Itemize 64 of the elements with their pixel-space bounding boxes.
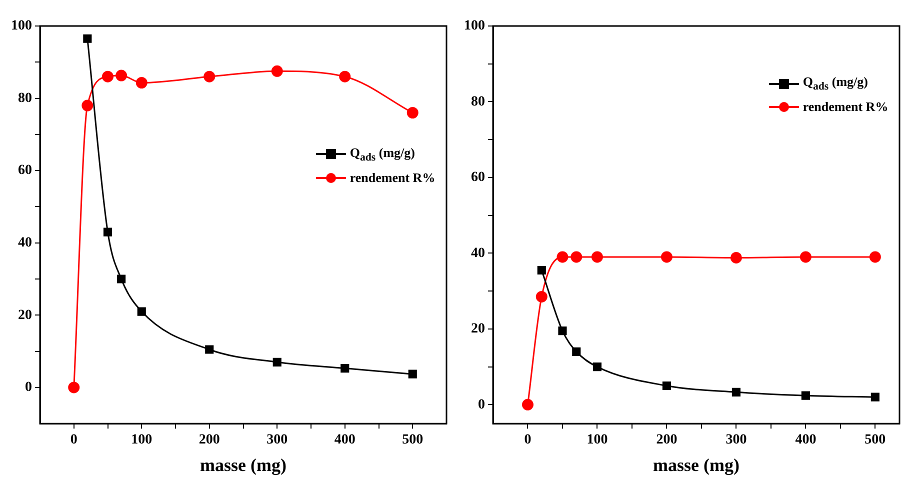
- x-tick-label: 0: [70, 432, 78, 448]
- x-tick-label: 100: [131, 432, 152, 448]
- point: [103, 228, 112, 236]
- y-tick-label: 100: [11, 18, 32, 34]
- point: [408, 370, 417, 378]
- legend-label: Q$_{ads}$ (mg/g): [802, 74, 868, 93]
- x-tick-label: 200: [198, 432, 220, 448]
- point: [801, 391, 810, 400]
- y-tick-label: 40: [18, 235, 32, 250]
- y-tick-label: 80: [471, 94, 485, 110]
- y-tick-label: 60: [471, 170, 485, 186]
- point: [592, 362, 602, 372]
- y-tick-label: 0: [25, 380, 32, 396]
- point: [102, 70, 114, 82]
- legend-label: Q$_{ads}$ (mg/g): [350, 145, 415, 164]
- point: [136, 77, 148, 88]
- point: [660, 251, 672, 263]
- point: [68, 382, 80, 394]
- point: [272, 358, 282, 366]
- point: [339, 70, 351, 82]
- x-tick-label: 200: [656, 432, 678, 448]
- point: [271, 65, 283, 77]
- point: [82, 100, 94, 112]
- point: [137, 307, 146, 316]
- y-tick-label: 100: [464, 18, 485, 34]
- point: [732, 388, 740, 396]
- x-tick-label: 400: [334, 432, 356, 448]
- x-tick-label: 500: [402, 432, 424, 448]
- point: [83, 34, 92, 43]
- y-tick-label: 0: [478, 397, 485, 412]
- y-tick-label: 60: [18, 163, 32, 178]
- point: [537, 266, 546, 275]
- point: [800, 251, 812, 263]
- x-tick-label: 0: [524, 432, 532, 448]
- x-tick-label: 400: [795, 432, 816, 448]
- point: [591, 251, 603, 263]
- point: [204, 70, 216, 82]
- point: [572, 347, 581, 356]
- point: [556, 251, 568, 263]
- point: [117, 274, 126, 284]
- y-tick-label: 80: [18, 90, 32, 106]
- point: [570, 251, 582, 263]
- y-tick-label: 20: [18, 308, 32, 323]
- point: [116, 70, 128, 82]
- x-tick-label: 100: [586, 432, 608, 448]
- point: [205, 345, 214, 354]
- x-axis-title: masse (mg): [653, 454, 740, 475]
- x-tick-label: 300: [726, 432, 747, 448]
- point: [522, 398, 534, 410]
- x-tick-label: 300: [266, 432, 288, 448]
- point: [406, 107, 418, 118]
- point: [730, 252, 742, 264]
- x-axis-title: masse (mg): [200, 454, 286, 475]
- x-tick-label: 500: [864, 432, 886, 448]
- legend-label: rendement R%: [350, 170, 436, 186]
- point: [870, 392, 880, 402]
- y-tick-label: 40: [471, 246, 485, 261]
- legend-label: rendement R%: [802, 98, 888, 115]
- point: [536, 290, 548, 302]
- point: [558, 326, 567, 336]
- point: [869, 251, 881, 263]
- point: [340, 364, 350, 373]
- y-tick-label: 20: [471, 322, 485, 337]
- point: [662, 381, 672, 390]
